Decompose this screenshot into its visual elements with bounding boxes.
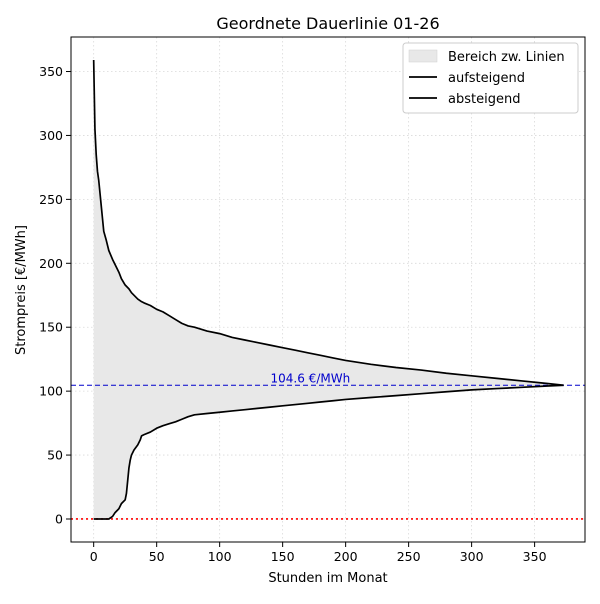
x-tick-label: 200 [334, 549, 358, 564]
y-tick-label: 0 [55, 511, 63, 526]
descending-series-line [92, 59, 564, 387]
x-tick-label: 50 [149, 549, 165, 564]
x-tick-label: 0 [90, 549, 98, 564]
y-tick-label: 50 [47, 448, 63, 463]
y-tick-label: 200 [39, 256, 63, 271]
mean-value-label: 104.6 €/MWh [271, 371, 351, 385]
legend-label-ascending: aufsteigend [448, 71, 525, 86]
axes-frame [70, 36, 586, 543]
y-axis-label: Strompreis [€/MWh] [14, 225, 29, 355]
legend-label-descending: absteigend [448, 92, 520, 107]
x-tick-label: 250 [397, 549, 421, 564]
x-tick-label: 150 [271, 549, 295, 564]
area-between-lines [93, 60, 564, 519]
x-tick-label: 350 [523, 549, 547, 564]
legend: Bereich zw. Linien aufsteigend absteigen… [402, 42, 579, 114]
y-tick-label: 300 [39, 128, 63, 143]
y-axis-ticks: 0 50 100 150 200 250 300 350 [39, 64, 71, 526]
x-axis-label: Stunden im Monat [268, 571, 387, 586]
legend-fill-swatch [408, 49, 438, 63]
legend-label-fill: Bereich zw. Linien [448, 50, 565, 65]
plot-area [71, 59, 585, 520]
ascending-series-line [93, 384, 564, 520]
x-tick-label: 100 [208, 549, 232, 564]
x-axis-ticks: 0 50 100 150 200 250 300 350 [90, 542, 547, 564]
y-tick-label: 250 [39, 192, 63, 207]
y-tick-label: 150 [39, 320, 63, 335]
y-tick-label: 100 [39, 384, 63, 399]
y-tick-label: 350 [39, 64, 63, 79]
x-tick-label: 300 [460, 549, 484, 564]
legend-box [402, 42, 579, 114]
chart-title: Geordnete Dauerlinie 01-26 [216, 14, 439, 33]
